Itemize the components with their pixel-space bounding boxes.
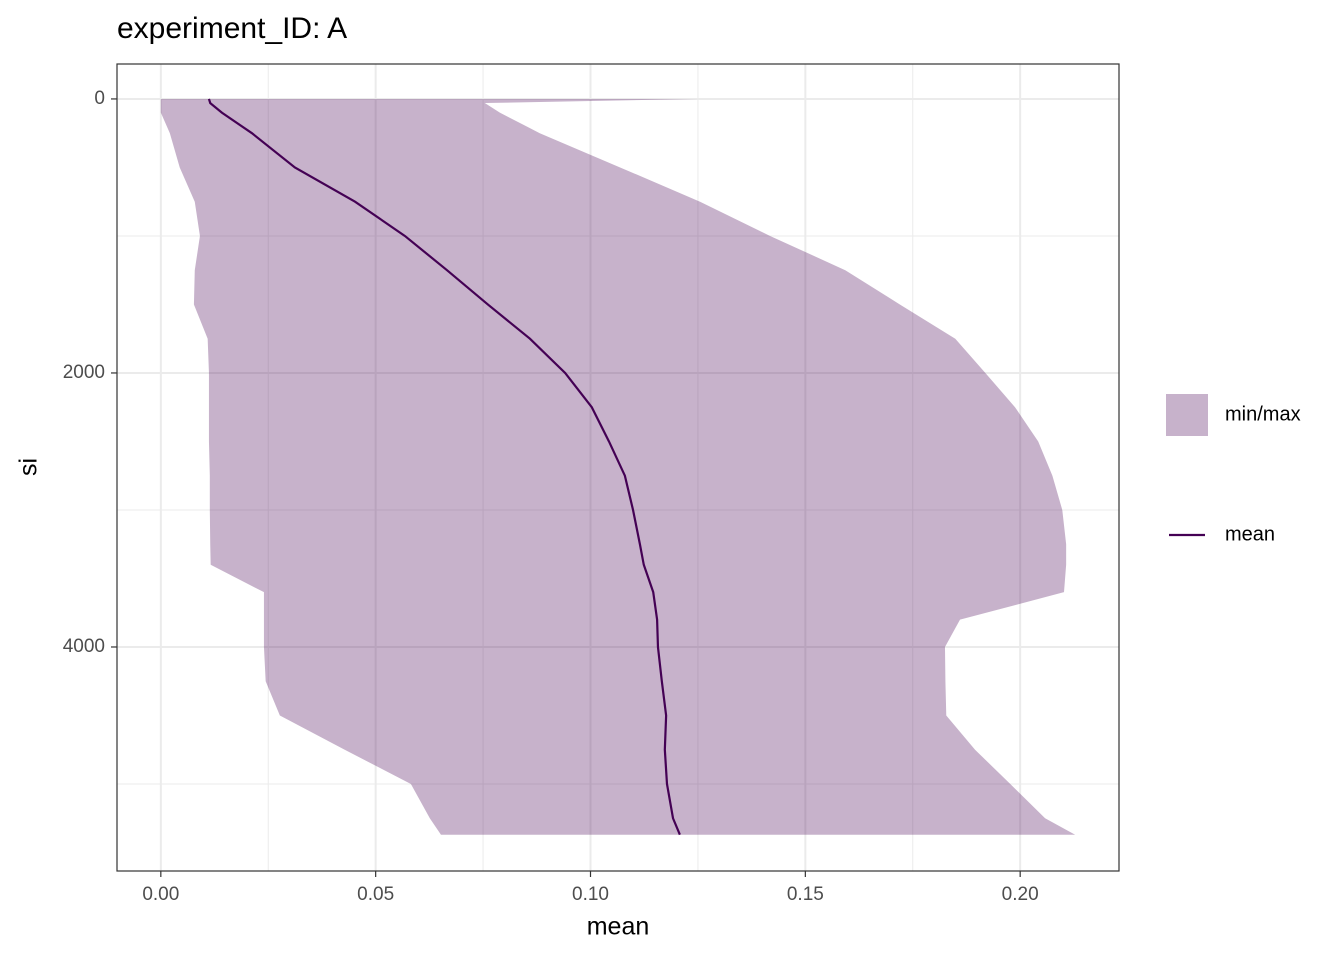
x-tick-label: 0.20 [1002,884,1039,905]
ribbon [160,98,1076,835]
y-axis-title: si [15,458,43,476]
legend-label: min/max [1225,403,1301,425]
x-tick-label: 0.15 [787,884,824,905]
x-tick-label: 0.10 [572,884,609,905]
x-tick-label: 0.05 [357,884,394,905]
x-axis-title: mean [587,913,650,941]
legend-key [1166,394,1208,436]
mean-line [207,98,681,836]
panel-border [116,63,1120,872]
legend-label: mean [1225,523,1275,545]
y-tick-label: 2000 [63,362,105,383]
y-tick-label: 0 [94,88,105,109]
x-tick-label: 0.00 [142,884,179,905]
chart-title: experiment_ID: A [117,12,347,45]
y-tick-label: 4000 [63,636,105,657]
